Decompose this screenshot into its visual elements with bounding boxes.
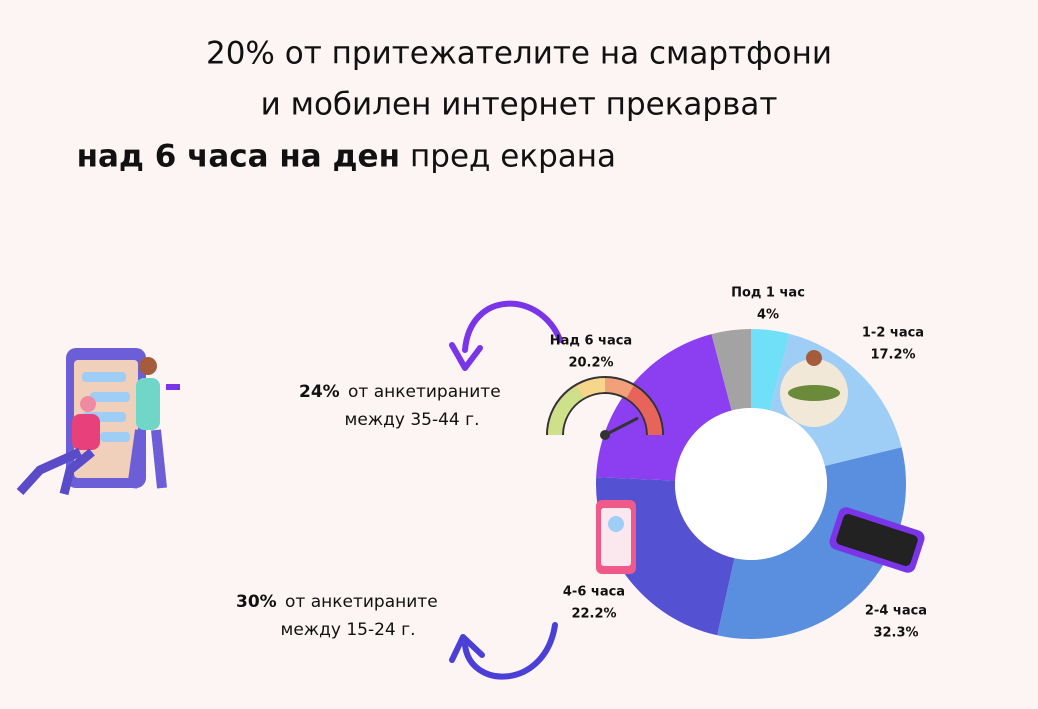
donut-hole <box>675 408 827 560</box>
icon <box>836 514 918 566</box>
title-line: и мобилен интернет прекарват <box>261 87 778 123</box>
slice-label: 2-4 часа <box>865 604 927 619</box>
annotation-text: от анкетираните <box>285 592 438 612</box>
donut-slice <box>751 329 790 411</box>
annotation-line: между 15-24 г. <box>281 620 416 640</box>
slice-value: 32.3% <box>873 626 918 641</box>
donut-slice <box>717 447 906 640</box>
donut <box>595 329 906 640</box>
slice-value: 17.2% <box>870 348 915 363</box>
slice-value: 4% <box>757 308 779 323</box>
slice-label: Под 1 час <box>731 286 805 301</box>
icon <box>806 350 822 366</box>
annotation-line: между 35-44 г. <box>345 410 480 430</box>
illustration <box>16 348 180 496</box>
arrow-head <box>449 634 485 663</box>
donut-slice <box>711 329 751 411</box>
arrow <box>462 300 563 353</box>
slice-label: Над 6 часа <box>550 334 632 349</box>
annotation-bold: 30% <box>236 592 277 612</box>
gauge-icon <box>546 376 664 440</box>
slice-label: 4-6 часа <box>563 585 625 600</box>
slice-icons <box>596 350 925 574</box>
arrow-head <box>449 342 483 371</box>
slice-label: 1-2 часа <box>862 326 924 341</box>
icon <box>788 385 840 401</box>
slice-value: 22.2% <box>571 607 616 622</box>
title-line: 20% от притежателите на смартфони <box>206 36 832 72</box>
annotation-text: от анкетираните <box>348 382 501 402</box>
title-end: пред екрана <box>410 139 616 175</box>
donut-slice <box>596 334 732 481</box>
annotation-bold: 24% <box>299 382 340 402</box>
slice-value: 20.2% <box>568 356 613 371</box>
arrow <box>462 622 558 680</box>
icon <box>608 516 624 532</box>
title-bold: над 6 часа на ден <box>77 139 400 175</box>
